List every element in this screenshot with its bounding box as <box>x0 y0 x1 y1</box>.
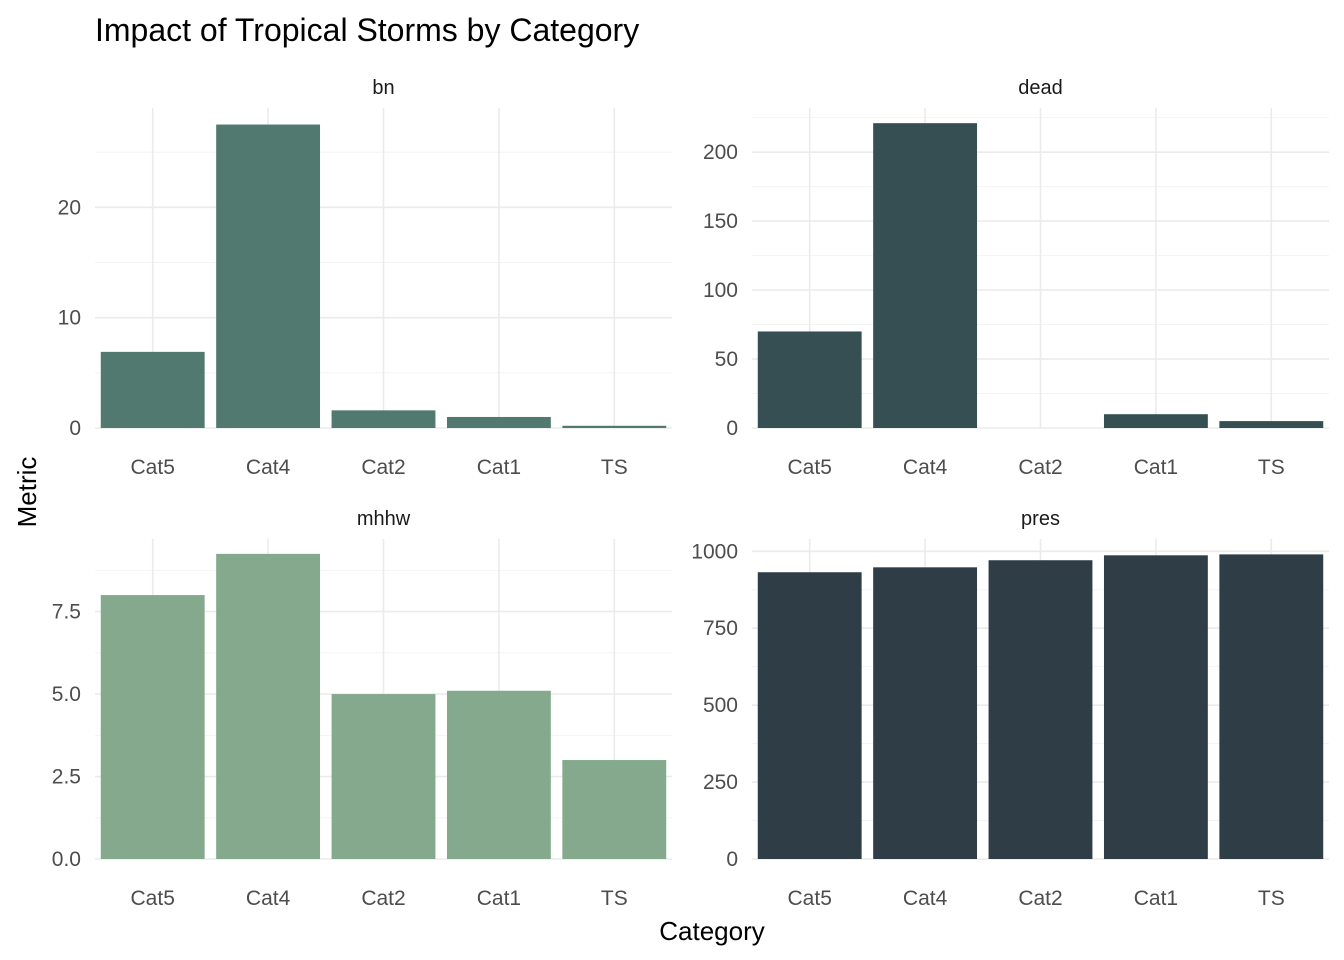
bar-dead-ts <box>1219 421 1324 428</box>
bar-bn-cat5 <box>100 351 205 428</box>
facet-strip-label: dead <box>1018 77 1063 99</box>
x-tick-label: Cat4 <box>903 887 948 910</box>
bar-pres-cat4 <box>873 567 978 859</box>
y-tick-label: 20 <box>58 196 81 219</box>
bar-bn-cat1 <box>446 416 551 428</box>
y-tick-label: 0 <box>726 417 738 440</box>
bar-pres-ts <box>1219 554 1324 859</box>
bar-mhhw-cat2 <box>331 694 436 859</box>
y-tick-label: 750 <box>703 617 738 640</box>
x-tick-label: Cat2 <box>361 887 405 910</box>
y-tick-label: 1000 <box>691 540 738 563</box>
bar-bn-ts <box>562 425 667 428</box>
y-tick-label: 7.5 <box>52 601 81 624</box>
bar-pres-cat2 <box>988 560 1093 859</box>
y-tick-label: 0 <box>69 417 81 440</box>
x-tick-label: Cat1 <box>1134 887 1178 910</box>
facet-panels: 0 10 20 Cat5 Cat4 Cat2 Cat1 TS bn 0 50 100 150 200 Cat… <box>52 77 1329 910</box>
bar-pres-cat1 <box>1103 555 1208 859</box>
bar-bn-cat4 <box>216 124 321 428</box>
facet-strip-label: bn <box>372 77 394 99</box>
bar-dead-cat4 <box>873 123 978 428</box>
bar-bn-cat2 <box>331 410 436 428</box>
bar-mhhw-cat1 <box>446 690 551 859</box>
bar-mhhw-cat4 <box>216 553 321 859</box>
y-tick-label: 5.0 <box>52 683 81 706</box>
y-tick-label: 250 <box>703 771 738 794</box>
facet-panel-pres: 0 250 500 750 1000 Cat5 Cat4 Cat2 Cat1 TS pres <box>691 508 1329 910</box>
x-tick-label: Cat2 <box>1018 456 1062 479</box>
y-tick-label: 50 <box>715 348 738 371</box>
x-tick-label: Cat1 <box>477 456 521 479</box>
y-tick-label: 100 <box>703 279 738 302</box>
x-tick-label: Cat5 <box>788 887 832 910</box>
y-tick-label: 2.5 <box>52 766 81 789</box>
y-axis-title: Metric <box>12 457 42 528</box>
x-tick-label: Cat4 <box>246 887 291 910</box>
x-tick-label: TS <box>601 887 628 910</box>
facet-strip-label: pres <box>1021 508 1060 530</box>
bar-dead-cat5 <box>757 331 862 428</box>
bar-pres-cat5 <box>757 572 862 859</box>
bar-dead-cat1 <box>1103 414 1208 428</box>
x-axis-title: Category <box>659 916 765 946</box>
chart-title: Impact of Tropical Storms by Category <box>95 12 639 48</box>
x-tick-label: TS <box>1258 887 1285 910</box>
x-tick-label: TS <box>1258 456 1285 479</box>
x-tick-label: TS <box>601 456 628 479</box>
facet-strip-label: mhhw <box>357 508 411 530</box>
y-tick-label: 10 <box>58 307 81 330</box>
y-tick-label: 0.0 <box>52 848 81 871</box>
y-tick-label: 0 <box>726 848 738 871</box>
y-tick-label: 500 <box>703 694 738 717</box>
facet-panel-bn: 0 10 20 Cat5 Cat4 Cat2 Cat1 TS bn <box>58 77 672 479</box>
facet-panel-mhhw: 0.0 2.5 5.0 7.5 Cat5 Cat4 Cat2 Cat1 TS mhhw <box>52 508 672 910</box>
x-tick-label: Cat1 <box>477 887 521 910</box>
x-tick-label: Cat2 <box>361 456 405 479</box>
bar-mhhw-cat5 <box>100 595 205 859</box>
x-tick-label: Cat1 <box>1134 456 1178 479</box>
facet-panel-dead: 0 50 100 150 200 Cat5 Cat4 Cat2 Cat1 TS dead <box>703 77 1329 479</box>
x-tick-label: Cat4 <box>246 456 291 479</box>
x-tick-label: Cat4 <box>903 456 948 479</box>
bar-mhhw-ts <box>562 760 667 859</box>
x-tick-label: Cat5 <box>131 887 175 910</box>
x-tick-label: Cat2 <box>1018 887 1062 910</box>
y-tick-label: 200 <box>703 141 738 164</box>
x-tick-label: Cat5 <box>131 456 175 479</box>
x-tick-label: Cat5 <box>788 456 832 479</box>
y-tick-label: 150 <box>703 210 738 233</box>
